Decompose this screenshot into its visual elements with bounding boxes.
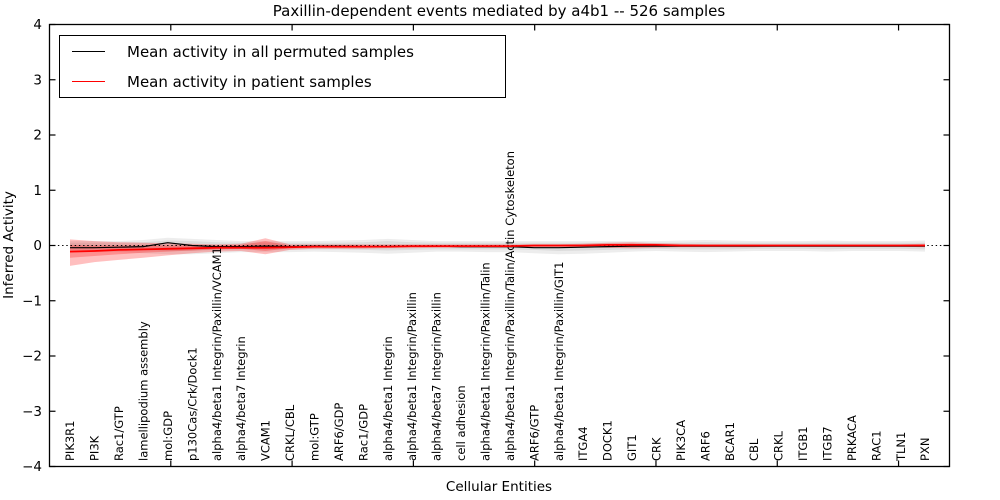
legend-label-patient: Mean activity in patient samples [127, 72, 372, 91]
legend-label-permuted: Mean activity in all permuted samples [127, 42, 414, 61]
x-tick-label: alpha4/beta1 Integrin/Paxillin/Talin [478, 262, 492, 461]
legend-line-red-icon [72, 81, 105, 82]
x-tick-label: PXN [918, 438, 932, 461]
x-tick-label: alpha4/beta1 Integrin/Paxillin/VCAM1 [210, 247, 224, 461]
x-tick-label: ITGB7 [820, 426, 834, 461]
y-tick-label: −1 [22, 293, 42, 309]
x-tick-label: ARF6 [698, 431, 712, 461]
x-tick-label: VCAM1 [259, 420, 273, 461]
x-tick-label: PI3K [88, 435, 102, 461]
x-tick-label: ITGB1 [796, 426, 810, 461]
x-tick-label: alpha4/beta1 Integrin/Paxillin/GIT1 [552, 262, 566, 461]
y-axis-title: Inferred Activity [1, 191, 17, 299]
x-tick-label: GIT1 [625, 434, 639, 461]
chart-title: Paxillin-dependent events mediated by a4… [273, 2, 726, 20]
y-tick-label: −4 [22, 459, 42, 475]
x-tick-label: Rac1/GTP [112, 406, 126, 461]
x-tick-label: mol:GDP [161, 411, 175, 461]
y-tick-label: −3 [22, 404, 42, 420]
x-tick-label: CRKL [772, 430, 786, 461]
x-tick-label: p130Cas/Crk/Dock1 [185, 347, 199, 461]
x-tick-label: ITGA4 [576, 426, 590, 461]
x-tick-label: BCAR1 [723, 422, 737, 461]
x-tick-label: CBL [747, 438, 761, 461]
x-tick-label: cell adhesion [454, 385, 468, 461]
x-tick-label: mol:GTP [307, 413, 321, 461]
x-tick-label: CRK [649, 437, 663, 461]
y-tick-label: 1 [33, 183, 42, 199]
y-tick-label: 4 [33, 17, 42, 33]
x-tick-label: alpha4/beta1 Integrin/Paxillin/Talin/Act… [503, 151, 517, 461]
x-tick-label: alpha4/beta7 Integrin/Paxillin [430, 292, 444, 461]
legend-item-patient: Mean activity in patient samples [60, 67, 505, 97]
x-tick-label: TLN1 [894, 432, 908, 462]
plot-area: PIK3R1 PI3K Rac1/GTP lamellipodium assembly… [22, 17, 951, 475]
x-tick-label: alpha4/beta7 Integrin [234, 336, 248, 461]
legend-item-permuted: Mean activity in all permuted samples [60, 37, 505, 67]
x-tick-label: PRKACA [845, 415, 859, 461]
y-tick-label: 0 [33, 238, 42, 254]
legend-line-black-icon [72, 51, 105, 52]
x-tick-label: ARF6/GTP [527, 405, 541, 461]
x-tick-label: PIK3CA [674, 420, 688, 461]
x-tick-label: RAC1 [869, 430, 883, 461]
y-tick-label: 3 [33, 72, 42, 88]
x-axis-title: Cellular Entities [446, 479, 552, 495]
x-tick-label: DOCK1 [601, 420, 615, 461]
legend: Mean activity in all permuted samples Me… [59, 35, 506, 98]
x-tick-label: alpha4/beta1 Integrin [381, 336, 395, 461]
y-tick-label: −2 [22, 349, 42, 365]
y-tick-label: 2 [33, 128, 42, 144]
x-tick-label: ARF6/GDP [332, 403, 346, 461]
x-tick-label: PIK3R1 [63, 421, 77, 462]
x-tick-label: lamellipodium assembly [136, 321, 150, 461]
x-tick-label: Rac1/GDP [356, 404, 370, 461]
x-tick-label: CRKL/CBL [283, 404, 297, 461]
x-tick-label: alpha4/beta1 Integrin/Paxillin [405, 292, 419, 461]
